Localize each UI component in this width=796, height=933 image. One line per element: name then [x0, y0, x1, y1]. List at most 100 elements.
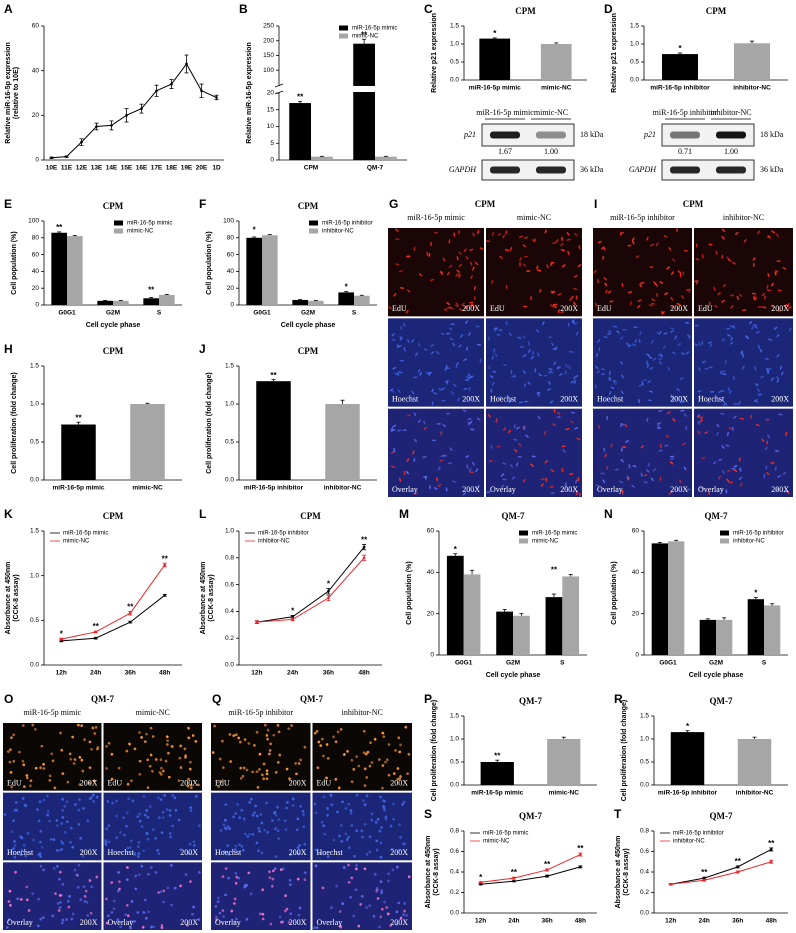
cell-dot — [639, 283, 642, 288]
cell-dot — [778, 413, 783, 416]
cell-dot — [627, 244, 632, 247]
x-tick-label: 36h — [323, 670, 334, 677]
point — [291, 615, 294, 619]
cell-dot — [679, 401, 685, 404]
cell-dot — [42, 868, 46, 872]
bar — [662, 54, 698, 80]
x-tick-label: 13E — [91, 165, 103, 172]
cell-dot — [357, 924, 361, 928]
x-tick-label: miR-16-5p mimic — [471, 790, 523, 797]
cell-dot — [695, 258, 700, 261]
cell-dot — [544, 430, 547, 435]
cell-dot — [232, 815, 235, 819]
cell-dot — [764, 446, 768, 451]
cell-dot — [492, 370, 497, 373]
cell-dot — [174, 808, 178, 812]
cell-dot — [455, 273, 459, 277]
cell-dot — [164, 759, 168, 763]
cell-dot — [170, 903, 173, 907]
y-tick-label: 1.5 — [450, 713, 459, 720]
cell-dot — [620, 390, 624, 395]
cell-dot — [322, 824, 326, 828]
cell-dot — [363, 803, 367, 807]
x-tick-label: 16E — [136, 165, 148, 172]
cell-dot — [472, 232, 475, 237]
cell-dot — [126, 782, 130, 786]
cell-dot — [742, 309, 747, 312]
cell-dot — [613, 379, 617, 383]
cell-dot — [71, 912, 75, 916]
cell-dot — [260, 821, 264, 825]
cell-dot — [609, 300, 614, 303]
cell-dot — [297, 913, 301, 917]
cell-dot — [650, 477, 654, 482]
cell-dot — [78, 783, 82, 786]
protein-label: p21 — [463, 130, 476, 139]
cell-dot — [522, 478, 526, 483]
y-tick-label: 0.0 — [450, 782, 459, 789]
cell-dot — [330, 906, 333, 910]
cell-dot — [191, 913, 194, 916]
cell-dot — [82, 885, 86, 888]
cell-dot — [154, 837, 158, 840]
cell-dot — [764, 357, 769, 361]
cell-dot — [48, 774, 52, 778]
cell-dot — [373, 737, 377, 741]
x-tick-label: mimic-NC — [132, 485, 163, 492]
cell-dot — [243, 885, 247, 889]
cell-dot — [414, 492, 419, 495]
x-axis-label: Cell cycle phase — [281, 322, 336, 329]
cell-dot — [776, 260, 781, 262]
cell-dot — [88, 781, 91, 785]
cell-dot — [463, 248, 467, 253]
cell-dot — [355, 864, 358, 867]
cell-dot — [465, 320, 469, 324]
cell-dot — [136, 815, 140, 818]
cell-dot — [338, 910, 342, 913]
cell-dot — [622, 446, 627, 448]
cell-dot — [10, 736, 13, 740]
cell-dot — [167, 751, 170, 755]
point — [579, 865, 582, 869]
cell-dot — [718, 458, 723, 461]
cell-dot — [465, 455, 470, 458]
cell-dot — [721, 299, 725, 303]
cell-dot — [516, 462, 519, 467]
y-axis-label: Absorbance at 450nm — [425, 836, 432, 909]
cell-dot — [338, 924, 342, 928]
bar — [51, 232, 67, 305]
image-title: CPM — [475, 199, 496, 209]
y-tick-label: 1.0 — [640, 736, 649, 743]
cell-dot — [346, 838, 349, 841]
cell-dot — [643, 481, 648, 484]
magnification: 200X — [560, 394, 578, 403]
cell-dot — [261, 917, 265, 921]
cell-dot — [554, 346, 558, 350]
cell-dot — [429, 485, 431, 490]
cell-dot — [535, 329, 540, 333]
cell-dot — [399, 775, 402, 778]
cell-dot — [189, 760, 192, 764]
cell-dot — [527, 381, 531, 385]
cell-dot — [130, 899, 134, 903]
cell-dot — [399, 287, 405, 289]
stain-label: Overlay — [490, 485, 516, 494]
cell-dot — [629, 301, 632, 306]
cell-dot — [339, 824, 343, 827]
y-tick-label: 60 — [632, 528, 640, 535]
x-axis-label: Cell cycle phase — [86, 322, 141, 329]
cell-dot — [296, 877, 300, 881]
cell-dot — [262, 777, 266, 781]
significance: ** — [162, 554, 169, 563]
size-label: 18 kDa — [580, 130, 604, 139]
cell-dot — [355, 829, 359, 833]
cell-dot — [368, 835, 372, 839]
cell-dot — [568, 365, 571, 370]
cell-dot — [48, 779, 52, 782]
cell-dot — [522, 305, 528, 308]
cell-dot — [708, 243, 713, 246]
cell-dot — [697, 430, 701, 435]
cell-dot — [660, 443, 662, 449]
blot-frame — [481, 123, 575, 147]
cell-dot — [721, 254, 724, 259]
